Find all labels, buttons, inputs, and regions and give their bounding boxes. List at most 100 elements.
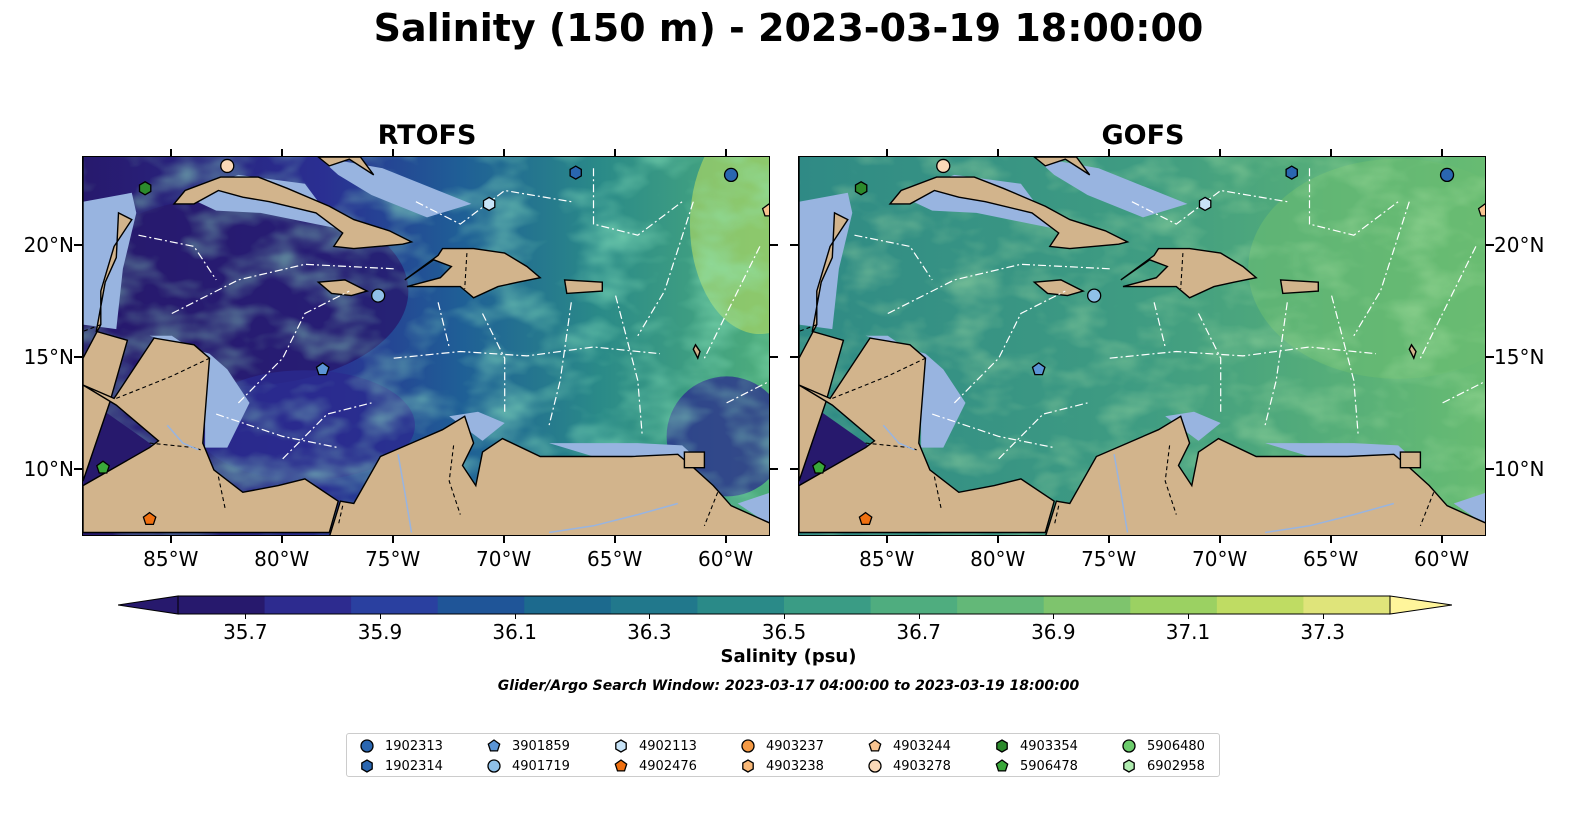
lon-tick-mark [391, 536, 394, 543]
hexagon-marker-icon [742, 759, 754, 773]
legend-item-4902476: 4902476 [613, 757, 697, 775]
lon-tick-label: 70°W [476, 547, 532, 571]
colorbar-tick-label: 37.3 [1300, 620, 1345, 644]
lat-tick-label-left: 15°N [23, 345, 74, 370]
lat-tick-mark [790, 467, 798, 470]
legend-label: 4903244 [893, 738, 951, 754]
lon-tick-label: 65°W [587, 547, 643, 571]
lon-tick-mark [1440, 149, 1443, 156]
legend-item-4903354: 4903354 [994, 737, 1078, 755]
lat-tick-mark [74, 467, 82, 470]
hexagon-marker-icon [361, 759, 373, 773]
rivers-rtofs [166, 424, 679, 534]
lon-tick-mark [1218, 149, 1221, 156]
land-puertoRico [1279, 279, 1319, 295]
legend-label: 3901859 [512, 738, 570, 754]
lat-tick-mark [790, 244, 798, 247]
lon-tick-label: 75°W [1081, 547, 1137, 571]
lon-tick-mark [1440, 536, 1443, 543]
pentagon-marker-icon [487, 739, 501, 752]
legend-item-6902958: 6902958 [1121, 757, 1205, 775]
float-markers-gofs [812, 158, 1485, 526]
legend-label: 5906480 [1147, 738, 1205, 754]
colorbar-segment [784, 596, 872, 614]
land-rtofs [83, 157, 769, 535]
legend-marker [487, 759, 501, 773]
legend-label: 4903354 [1020, 738, 1078, 754]
pentagon-marker-icon [614, 759, 628, 772]
float-4903244 [761, 203, 769, 217]
colorbar-tick-mark [380, 614, 381, 619]
legend-marker [615, 739, 627, 753]
colorbar-tick-mark [245, 614, 247, 619]
circle-marker-icon [868, 759, 882, 773]
land-northAmerica [83, 157, 133, 482]
land-southAmerica [1045, 415, 1485, 535]
colorbar-segment [351, 596, 439, 614]
float-3901859 [1031, 362, 1046, 376]
legend-item-5906478: 5906478 [994, 757, 1078, 775]
hexagon-marker-icon [996, 739, 1008, 753]
legend-item-5906480: 5906480 [1121, 737, 1205, 755]
colorbar-tick-mark [1053, 614, 1055, 619]
legend-label: 4902113 [639, 738, 697, 754]
panel-title-gofs: GOFS [1101, 120, 1185, 151]
land-central [83, 337, 340, 534]
lon-tick-mark [996, 149, 999, 156]
colorbar-tick-mark [514, 614, 516, 619]
land-southAmerica [329, 415, 769, 535]
lon-tick-mark [502, 536, 505, 543]
colorbar-segment [1043, 596, 1131, 614]
lat-tick-mark [74, 244, 82, 247]
lon-tick-mark [996, 536, 999, 543]
float-4903354 [854, 181, 868, 196]
colorbar-extend-low [117, 595, 179, 615]
lon-tick-label: 80°W [970, 547, 1026, 571]
legend-item-4901719: 4901719 [486, 757, 570, 775]
legend-item-4902113: 4902113 [613, 737, 697, 755]
land-trinidad [1399, 451, 1422, 469]
land-central [799, 337, 1056, 534]
lat-tick-label-left: 20°N [23, 233, 74, 258]
legend-item-1902313: 1902313 [359, 737, 443, 755]
colorbar-tick-label: 37.1 [1165, 620, 1211, 644]
figure-title: Salinity (150 m) - 2023-03-19 18:00:00 [373, 6, 1204, 50]
legend-marker [741, 739, 755, 753]
legend-marker [995, 759, 1009, 772]
legend-marker [361, 759, 373, 773]
colorbar-tick-mark [784, 614, 785, 619]
colorbar-tick-label: 35.7 [223, 620, 268, 644]
float-5906478 [812, 460, 826, 474]
land-northAmerica [799, 157, 849, 482]
float-4902476 [858, 511, 873, 526]
lat-tick-label-left: 10°N [23, 456, 74, 481]
colorbar-segment [1130, 596, 1218, 614]
colorbar-segment [1216, 596, 1304, 614]
float-1902314 [1285, 165, 1298, 180]
legend-marker [1122, 739, 1136, 753]
legend-label: 5906478 [1020, 758, 1078, 774]
float-4901719 [371, 288, 386, 303]
colorbar-segment [957, 596, 1045, 614]
lon-tick-mark [885, 149, 888, 156]
colorbar-segment [264, 596, 352, 614]
borders-rtofs [83, 253, 719, 527]
float-4903354 [138, 181, 152, 196]
legend-label: 4901719 [512, 758, 570, 774]
float-5906478 [96, 460, 110, 474]
search-window-text: Glider/Argo Search Window: 2023-03-17 04… [497, 678, 1080, 694]
legend-label: 1902314 [385, 758, 443, 774]
colorbar-extend-high [1389, 595, 1453, 615]
eez-lines-rtofs [138, 168, 769, 460]
circle-marker-icon [741, 739, 755, 753]
colorbar-tick-mark [1322, 614, 1324, 619]
land-jamaica [1032, 279, 1086, 297]
land-gofs [799, 157, 1485, 535]
lon-tick-label: 75°W [365, 547, 421, 571]
colorbar [117, 594, 1453, 620]
colorbar-tick-label: 36.9 [1031, 620, 1076, 644]
legend-label: 4903237 [766, 738, 824, 754]
colorbar-tick-mark [1188, 614, 1189, 619]
land-puertoRico [563, 279, 603, 295]
legend-label: 4903238 [766, 758, 824, 774]
